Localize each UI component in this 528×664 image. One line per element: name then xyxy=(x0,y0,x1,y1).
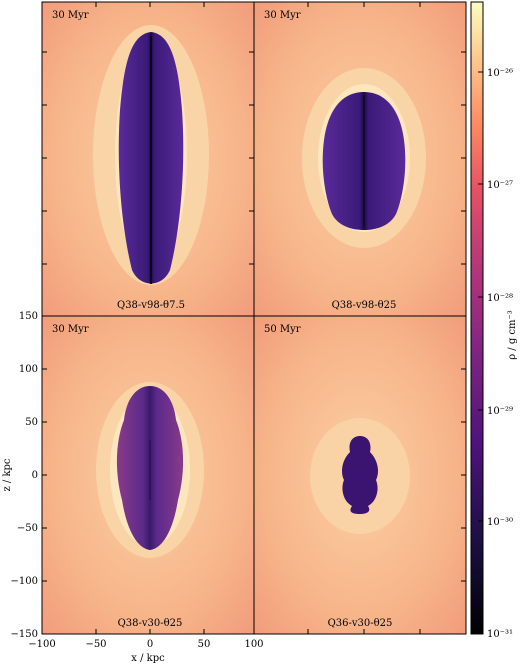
panel-bottom-right xyxy=(254,316,466,634)
y-tick-label: 100 xyxy=(19,364,38,375)
colorbar xyxy=(470,1,484,635)
y-tick-label: 50 xyxy=(25,417,38,428)
y-tick-label: −150 xyxy=(11,629,38,640)
panel-tl-time: 30 Myr xyxy=(52,10,89,21)
panel-br-name: Q36-v30-θ25 xyxy=(328,618,393,629)
colorbar-tick-label: 10⁻²⁷ xyxy=(487,180,513,191)
x-tick-label: −50 xyxy=(85,639,106,650)
panel-br-time: 50 Myr xyxy=(264,324,301,335)
x-tick-label: −100 xyxy=(28,639,55,650)
x-tick-label: 50 xyxy=(198,639,211,650)
colorbar-tick-label: 10⁻³¹ xyxy=(487,629,513,640)
panel-tl-name: Q38-v98-θ7.5 xyxy=(117,300,185,311)
colorbar-tick-label: 10⁻²⁸ xyxy=(487,293,513,304)
panel-bottom-left xyxy=(42,316,254,634)
y-tick-label: −50 xyxy=(17,523,38,534)
colorbar-tick-label: 10⁻³⁰ xyxy=(487,517,513,528)
y-tick-label: −100 xyxy=(11,576,38,587)
y-tick-label: 0 xyxy=(32,470,38,481)
panel-bl-time: 30 Myr xyxy=(52,324,89,335)
panel-tr-name: Q38-v98-θ25 xyxy=(332,300,397,311)
y-axis-title: z / kpc xyxy=(2,458,13,491)
panel-tr-time: 30 Myr xyxy=(264,10,301,21)
panel-top-right xyxy=(254,2,466,316)
panel-top-left xyxy=(42,2,254,316)
colorbar-tick-label: 10⁻²⁶ xyxy=(487,68,513,79)
colorbar-tick-label: 10⁻²⁹ xyxy=(487,406,513,417)
panel-bl-name: Q38-v30-θ25 xyxy=(118,618,183,629)
axis-ticks xyxy=(42,2,466,634)
x-tick-label: 0 xyxy=(147,639,153,650)
x-tick-label: 100 xyxy=(244,639,263,650)
colorbar-ticks xyxy=(478,71,483,634)
x-axis-title: x / kpc xyxy=(131,653,165,664)
colorbar-title: ρ / g cm⁻³ xyxy=(507,310,518,360)
y-tick-label: 150 xyxy=(19,311,38,322)
